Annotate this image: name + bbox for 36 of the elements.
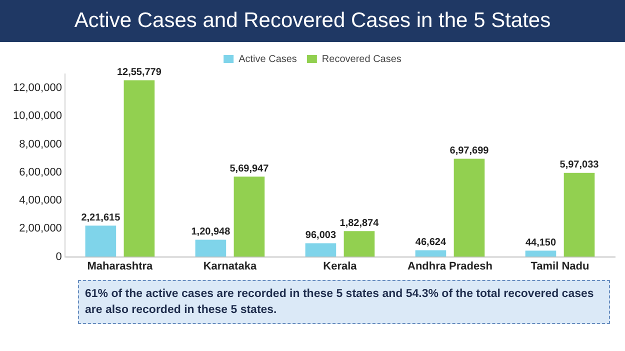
legend-label: Recovered Cases	[322, 54, 402, 65]
bar	[525, 250, 556, 257]
bar	[564, 172, 595, 257]
x-tick-label: Maharashtra	[87, 260, 154, 272]
data-label: 1,20,948	[191, 226, 231, 238]
y-tick-label: 6,00,000	[19, 166, 62, 178]
y-tick-label: 0	[56, 250, 62, 263]
y-tick-label: 8,00,000	[19, 138, 62, 150]
data-label: 46,624	[415, 236, 446, 248]
y-tick-label: 10,00,000	[13, 110, 62, 122]
bar	[344, 231, 375, 257]
bar	[305, 243, 336, 257]
data-label: 6,97,699	[450, 145, 490, 156]
y-tick-label: 4,00,000	[19, 194, 62, 207]
bar	[234, 176, 265, 257]
x-tick-label: Tamil Nadu	[530, 260, 590, 272]
bar	[124, 80, 155, 257]
y-tick-label: 2,00,000	[19, 222, 62, 235]
data-label: 5,97,033	[560, 160, 600, 171]
data-label: 96,003	[305, 230, 336, 242]
bar	[415, 250, 446, 257]
data-label: 5,69,947	[230, 163, 270, 174]
bar	[195, 240, 226, 257]
x-tick-label: Andhra Pradesh	[407, 260, 493, 272]
data-label: 1,82,874	[340, 218, 380, 229]
data-label: 12,55,779	[116, 66, 162, 78]
bar	[85, 226, 116, 257]
x-tick-label: Kerala	[323, 260, 358, 272]
bar	[454, 158, 485, 257]
chart-title: Active Cases and Recovered Cases in the 5 States	[0, 0, 625, 42]
text: 61% of the active cases are recorded in these 5 states and 54.3% of the total recovered cases are also recorded in these 5 states.	[78, 280, 610, 324]
x-tick-label: Karnataka	[203, 260, 258, 272]
data-label: 44,150	[525, 237, 556, 248]
data-label: 2,21,615	[81, 212, 121, 224]
y-tick-label: 12,00,000	[13, 82, 62, 94]
legend-label: Active Cases	[238, 54, 297, 65]
